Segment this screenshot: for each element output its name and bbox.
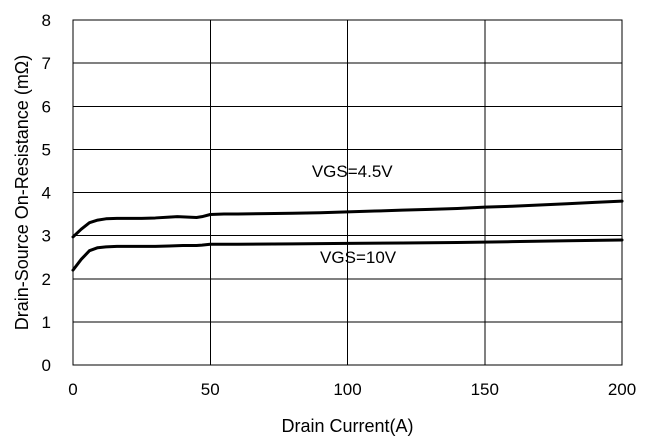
- series-line-1: [71, 238, 624, 272]
- x-tick-label-0: 0: [68, 380, 77, 399]
- y-tick-label-4: 4: [42, 184, 51, 203]
- y-tick-label-7: 7: [42, 54, 51, 73]
- series-label-vgs-4.5v: VGS=4.5V: [312, 162, 393, 181]
- y-axis-title: Drain-Source On-Resistance (mΩ): [12, 55, 32, 331]
- y-tick-label-6: 6: [42, 97, 51, 116]
- y-tick-label-5: 5: [42, 140, 51, 159]
- x-tick-label-200: 200: [608, 380, 636, 399]
- grid: [72, 19, 623, 366]
- x-axis-ticks: 0 50 100 150 200: [68, 380, 636, 399]
- series-labels: VGS=4.5V VGS=10V: [312, 162, 397, 267]
- x-tick-label-150: 150: [471, 380, 499, 399]
- series-label-vgs-10v: VGS=10V: [320, 248, 397, 267]
- plot-frame: [72, 19, 623, 366]
- y-tick-label-2: 2: [42, 270, 51, 289]
- series-lines: [71, 199, 624, 272]
- y-tick-label-0: 0: [42, 356, 51, 375]
- y-tick-label-3: 3: [42, 227, 51, 246]
- x-tick-label-100: 100: [333, 380, 361, 399]
- y-tick-label-1: 1: [42, 313, 51, 332]
- x-tick-label-50: 50: [201, 380, 220, 399]
- y-axis-ticks: 0 1 2 3 4 5 6 7 8: [42, 11, 51, 375]
- x-axis-title: Drain Current(A): [281, 416, 413, 436]
- series-line-0: [71, 199, 624, 239]
- y-tick-label-8: 8: [42, 11, 51, 30]
